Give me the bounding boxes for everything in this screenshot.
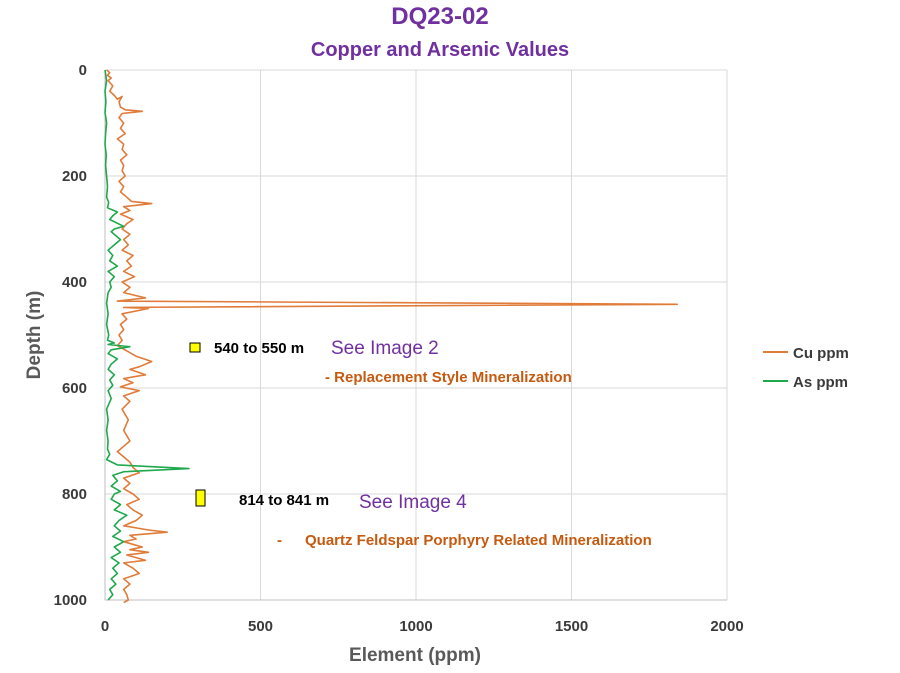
legend-label-as: As ppm xyxy=(793,374,848,391)
annotation-range-2: 814 to 841 m xyxy=(239,492,329,509)
y-tick-600: 600 xyxy=(62,380,87,397)
annotations: 540 to 550 m See Image 2 - Replacement S… xyxy=(189,338,652,549)
plot-frame xyxy=(104,70,727,601)
x-tick-1000: 1000 xyxy=(399,618,432,635)
x-tick-1500: 1500 xyxy=(555,618,588,635)
grid xyxy=(104,69,728,601)
chart-title: DQ23-02 xyxy=(391,3,488,30)
y-axis-ticks: 0 200 400 600 800 1000 xyxy=(54,62,87,609)
annotation-desc-2-dash: - xyxy=(277,532,282,549)
interval-marker-540-550 xyxy=(189,342,201,353)
interval-marker-814-841 xyxy=(195,489,206,507)
x-tick-2000: 2000 xyxy=(710,618,743,635)
annotation-image-ref-1: See Image 2 xyxy=(331,338,439,359)
y-tick-0: 0 xyxy=(79,62,87,79)
series-line-as xyxy=(104,69,190,601)
annotation-desc-1: - Replacement Style Mineralization xyxy=(325,369,572,386)
annotation-desc-2: Quartz Feldspar Porphyry Related Mineral… xyxy=(305,532,652,549)
series-layer xyxy=(104,69,679,604)
annotation-image-ref-2: See Image 4 xyxy=(359,492,467,513)
x-tick-0: 0 xyxy=(101,618,109,635)
legend-label-cu: Cu ppm xyxy=(793,345,849,362)
x-axis-ticks: 0 500 1000 1500 2000 xyxy=(101,618,744,635)
annotation-range-1: 540 to 550 m xyxy=(214,340,304,357)
y-tick-200: 200 xyxy=(62,168,87,185)
legend: Cu ppm As ppm xyxy=(763,345,849,391)
chart-subtitle: Copper and Arsenic Values xyxy=(311,39,569,61)
y-axis-label: Depth (m) xyxy=(24,291,45,380)
y-tick-800: 800 xyxy=(62,486,87,503)
x-axis-label: Element (ppm) xyxy=(349,645,481,666)
x-tick-500: 500 xyxy=(248,618,273,635)
y-tick-400: 400 xyxy=(62,274,87,291)
y-tick-1000: 1000 xyxy=(54,592,87,609)
series-line-cu xyxy=(106,69,679,604)
